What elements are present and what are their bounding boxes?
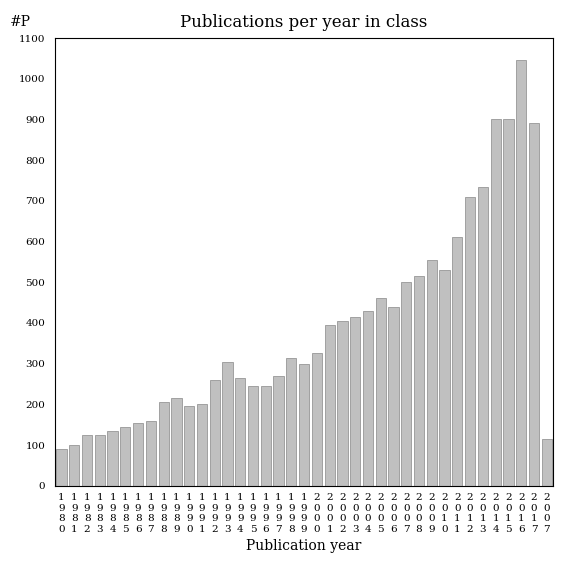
Bar [286, 358, 297, 486]
Bar [350, 317, 360, 486]
Title: Publications per year in class: Publications per year in class [180, 14, 428, 31]
Bar [503, 120, 514, 486]
Bar [324, 325, 335, 486]
Bar [57, 449, 67, 486]
Bar [69, 445, 79, 486]
Bar [159, 402, 169, 486]
Bar [439, 270, 450, 486]
Bar [312, 353, 322, 486]
Bar [401, 282, 412, 486]
Bar [427, 260, 437, 486]
Bar [108, 431, 118, 486]
Bar [452, 238, 463, 486]
Bar [414, 276, 424, 486]
Y-axis label: #P: #P [10, 15, 31, 29]
Bar [541, 439, 552, 486]
Bar [197, 404, 207, 486]
Bar [529, 124, 539, 486]
Bar [235, 378, 246, 486]
Bar [388, 307, 399, 486]
Bar [171, 398, 181, 486]
Bar [82, 435, 92, 486]
Bar [465, 197, 475, 486]
Bar [133, 422, 143, 486]
Bar [363, 311, 373, 486]
Bar [273, 376, 284, 486]
Bar [337, 321, 348, 486]
Bar [95, 435, 105, 486]
Bar [299, 363, 309, 486]
Bar [261, 386, 271, 486]
Bar [248, 386, 258, 486]
Bar [222, 362, 232, 486]
Bar [210, 380, 220, 486]
Bar [146, 421, 156, 486]
Bar [184, 407, 194, 486]
Bar [490, 120, 501, 486]
Bar [120, 427, 130, 486]
Bar [375, 298, 386, 486]
Bar [516, 61, 526, 486]
X-axis label: Publication year: Publication year [247, 539, 362, 553]
Bar [478, 187, 488, 486]
